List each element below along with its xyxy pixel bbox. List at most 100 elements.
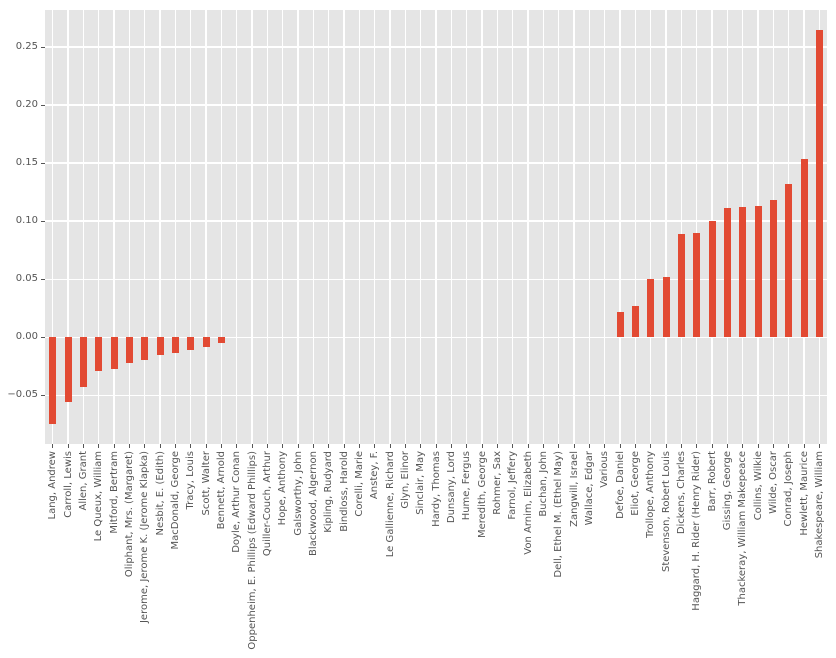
x-tick-label: Le Queux, William — [93, 451, 105, 542]
x-tick-label: Collins, Wilkie — [752, 451, 764, 521]
x-gridline — [266, 10, 269, 444]
x-tick-mark — [282, 444, 284, 448]
x-tick-mark — [420, 444, 422, 448]
x-tick-label: Tracy, Louis — [185, 451, 197, 510]
x-gridline — [511, 10, 514, 444]
x-tick-label: Rohmer, Sax — [491, 451, 503, 515]
bar — [110, 337, 118, 369]
x-gridline — [205, 10, 207, 444]
x-tick-label: Farnol, Jeffery — [507, 451, 519, 520]
x-gridline — [67, 10, 69, 444]
x-gridline — [251, 10, 253, 444]
x-gridline — [343, 10, 345, 444]
x-tick-label: Hewlett, Maurice — [798, 451, 810, 536]
x-tick-label: Oppenheim, E. Phillips (Edward Phillips) — [246, 451, 258, 650]
x-tick-mark — [174, 444, 176, 448]
x-tick-label: Allen, Grant — [77, 451, 89, 511]
x-gridline — [97, 10, 100, 444]
x-tick-mark — [159, 444, 161, 448]
x-gridline — [496, 10, 499, 444]
bar — [769, 200, 777, 338]
x-tick-mark — [619, 444, 621, 448]
x-gridline — [358, 10, 361, 444]
bar — [662, 276, 670, 338]
x-gridline — [603, 10, 606, 444]
x-tick-mark — [220, 444, 222, 448]
x-tick-label: Oliphant, Mrs. (Margaret) — [123, 451, 135, 578]
x-tick-mark — [527, 444, 529, 448]
x-tick-label: Mitford, Bertram — [108, 451, 120, 534]
bar — [723, 208, 731, 338]
x-tick-label: Nesbit, E. (Edith) — [154, 451, 166, 536]
x-tick-label: Corelli, Marie — [353, 451, 365, 517]
x-tick-label: Dunsany, Lord — [445, 451, 457, 524]
x-tick-mark — [573, 444, 575, 448]
x-gridline — [404, 10, 407, 444]
x-tick-mark — [680, 444, 682, 448]
bar — [125, 337, 133, 363]
x-tick-mark — [113, 444, 115, 448]
x-tick-mark — [98, 444, 100, 448]
x-tick-mark — [818, 444, 820, 448]
y-tick-label: 0.15 — [15, 157, 38, 169]
x-tick-mark — [82, 444, 84, 448]
x-gridline — [573, 10, 575, 444]
y-tick-mark — [41, 105, 45, 107]
x-tick-label: Lang, Andrew — [47, 451, 59, 520]
bar — [49, 337, 57, 425]
x-tick-mark — [67, 444, 69, 448]
x-tick-label: MacDonald, George — [169, 451, 181, 550]
bar — [202, 337, 210, 347]
y-tick-label: 0.10 — [15, 215, 38, 227]
bar — [739, 207, 747, 338]
x-tick-mark — [404, 444, 406, 448]
x-tick-mark — [190, 444, 192, 448]
x-tick-mark — [696, 444, 698, 448]
x-gridline — [128, 10, 131, 444]
x-tick-mark — [236, 444, 238, 448]
x-tick-label: Wallace, Edgar — [583, 451, 595, 526]
bar — [171, 337, 179, 354]
bar — [631, 305, 639, 338]
x-tick-label: Carroll, Lewis — [62, 451, 74, 518]
bar — [800, 158, 808, 338]
x-tick-label: Von Arnim, Elizabeth — [522, 451, 534, 555]
y-tick-label: 0.25 — [15, 41, 38, 53]
bar — [616, 311, 624, 338]
x-tick-label: Thackeray, William Makepeace — [737, 451, 749, 606]
x-tick-mark — [251, 444, 253, 448]
x-tick-mark — [435, 444, 437, 448]
x-tick-mark — [312, 444, 314, 448]
x-gridline — [542, 10, 545, 444]
x-gridline — [465, 10, 468, 444]
x-tick-mark — [803, 444, 805, 448]
bar — [79, 337, 87, 388]
x-gridline — [481, 10, 483, 444]
x-tick-label: Anstey, F. — [369, 451, 381, 500]
x-gridline — [220, 10, 223, 444]
bar — [156, 337, 164, 355]
x-tick-label: Hume, Fergus — [461, 451, 473, 521]
x-tick-label: Bindloss, Harold — [338, 451, 350, 532]
x-gridline — [665, 10, 667, 444]
x-tick-mark — [128, 444, 130, 448]
x-tick-mark — [588, 444, 590, 448]
x-tick-label: Doyle, Arthur Conan — [231, 451, 243, 553]
x-gridline — [159, 10, 161, 444]
x-gridline — [373, 10, 376, 444]
x-tick-label: Hardy, Thomas — [430, 451, 442, 527]
x-tick-label: Hope, Anthony — [277, 451, 289, 526]
bar — [95, 337, 103, 371]
x-tick-mark — [205, 444, 207, 448]
x-tick-mark — [542, 444, 544, 448]
x-tick-label: Gissing, George — [721, 451, 733, 531]
x-tick-label: Bennett, Arnold — [215, 451, 227, 530]
x-tick-mark — [374, 444, 376, 448]
x-gridline — [281, 10, 284, 444]
x-gridline — [389, 10, 391, 444]
x-tick-mark — [604, 444, 606, 448]
x-gridline — [143, 10, 146, 444]
x-tick-label: Galsworthy, John — [292, 451, 304, 536]
y-tick-mark — [41, 395, 45, 397]
x-gridline — [450, 10, 453, 444]
